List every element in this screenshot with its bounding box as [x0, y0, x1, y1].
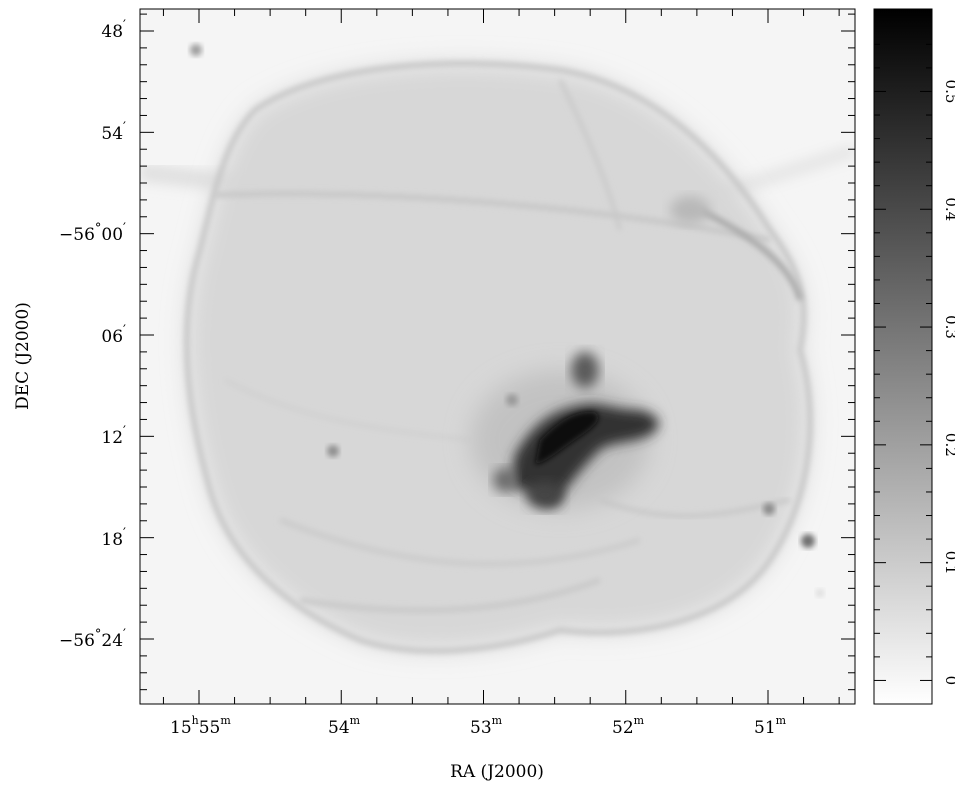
colorbar-ticks: 0 0.1 0.2 0.3 0.4 0.5: [874, 43, 955, 686]
x-axis-ticks: [162, 9, 840, 704]
y-tick-label-1: 54′: [101, 120, 126, 144]
x-tick-label-0: 15h55m: [170, 714, 231, 738]
x-axis-title: RA (J2000): [450, 762, 544, 782]
x-tick-label-1: 54m: [328, 714, 361, 738]
y-tick-label-0: 48′: [101, 18, 126, 42]
colorbar-tick-label: 0: [942, 676, 955, 686]
y-tick-label-4: 12′: [101, 424, 126, 448]
colorbar: [873, 8, 933, 705]
x-tick-label-4: 51m: [754, 714, 787, 738]
colorbar-tick-label: 0.5: [942, 80, 955, 104]
colorbar-tick-label: 0.1: [942, 551, 955, 575]
colorbar-tick-label: 0.4: [942, 197, 955, 221]
y-axis-title: DEC (J2000): [13, 302, 33, 410]
colorbar-tick-label: 0.3: [942, 315, 955, 339]
y-axis-ticks: [140, 13, 855, 691]
y-tick-label-2: −56°00′: [59, 221, 126, 245]
colorbar-tick-label: 0.2: [942, 433, 955, 457]
x-tick-label-3: 52m: [612, 714, 645, 738]
y-tick-label-3: 06′: [101, 323, 126, 347]
x-tick-label-2: 53m: [470, 714, 503, 738]
y-tick-label-5: 18′: [101, 526, 126, 550]
y-tick-label-6: −56°24′: [59, 627, 126, 651]
radio-map-image: [140, 44, 855, 654]
plot-frame: [139, 8, 856, 705]
